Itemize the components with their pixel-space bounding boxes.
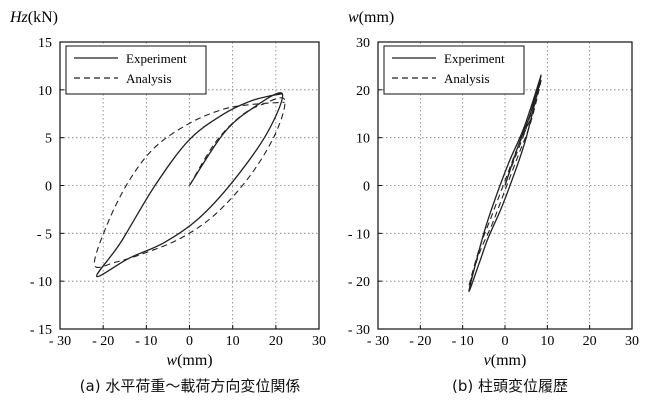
series-line-analysis [468,79,542,287]
x-axis-title-symbol: w [166,352,177,369]
x-tick-label: - 10 [135,334,157,349]
legend-label-analysis: Analysis [126,71,172,86]
y-tick-label: - 10 [30,275,52,290]
x-tick-label: - 30 [367,334,389,349]
legend-label-experiment: Experiment [444,51,505,66]
y-tick-label: - 30 [348,323,370,338]
y-axis-title-unit: (mm) [359,9,395,26]
chart-b: - 30- 20- 10 0 10 20 30- 30- 20- 100102030w(… [348,9,639,369]
legend-label-experiment: Experiment [126,51,187,66]
x-tick-label: - 20 [409,334,431,349]
x-axis-title: v(mm) [484,352,527,369]
x-tick-label: 30 [312,334,326,349]
y-tick-label: - 15 [30,323,52,338]
x-tick-label: - 10 [452,334,474,349]
y-axis-title: w(mm) [348,9,394,26]
y-tick-label: 0 [363,180,370,195]
x-axis-title-symbol: v [484,352,492,369]
x-tick-label: 0 [502,334,509,349]
x-tick-label: 0 [186,334,193,349]
chart-a: - 30 - 20 - 10 0 10 20 30 - 15 - 10 - 5 0 5 10 15 Hz(k… [9,9,326,369]
y-tick-label: 30 [356,36,370,51]
y-tick-label: - 20 [348,275,370,290]
y-tick-label: 0 [45,180,52,195]
y-axis-title-symbol: w [348,9,359,26]
y-axis-title-symbol: Hz [9,9,29,26]
x-tick-label: 10 [226,334,240,349]
legend-box [383,45,525,95]
x-tick-label: 20 [269,334,283,349]
x-tick-label: 10 [540,334,554,349]
x-tick-label: - 30 [49,334,71,349]
y-tick-label: 15 [38,36,52,51]
x-axis-title-unit: (mm) [491,352,527,369]
x-axis-title: w(mm) [166,352,212,369]
x-tick-label: 20 [583,334,597,349]
y-tick-label: - 10 [348,227,370,242]
y-axis-title: Hz(kN) [9,9,58,26]
x-axis-title-unit: (mm) [177,352,213,369]
series-line-analysis [93,97,286,268]
y-tick-label: - 5 [37,227,52,242]
legend-box [65,45,207,95]
y-tick-label: 20 [356,84,370,99]
y-axis-title-unit: (kN) [28,9,58,26]
legend-label-analysis: Analysis [444,71,490,86]
series-line-experiment [468,74,542,292]
x-tick-label: 30 [625,334,639,349]
x-tick-label: - 20 [92,334,114,349]
caption-b: (b) 柱頭変位履歴 [452,377,568,395]
y-tick-label: 10 [38,84,52,99]
y-tick-label: 10 [356,132,370,147]
y-tick-label: 5 [45,132,52,147]
charts-canvas: - 30 - 20 - 10 0 10 20 30 - 15 - 10 - 5 0 5 10 15 Hz(k… [9,9,639,369]
caption-a: (a) 水平荷重〜載荷方向変位関係 [79,377,301,395]
